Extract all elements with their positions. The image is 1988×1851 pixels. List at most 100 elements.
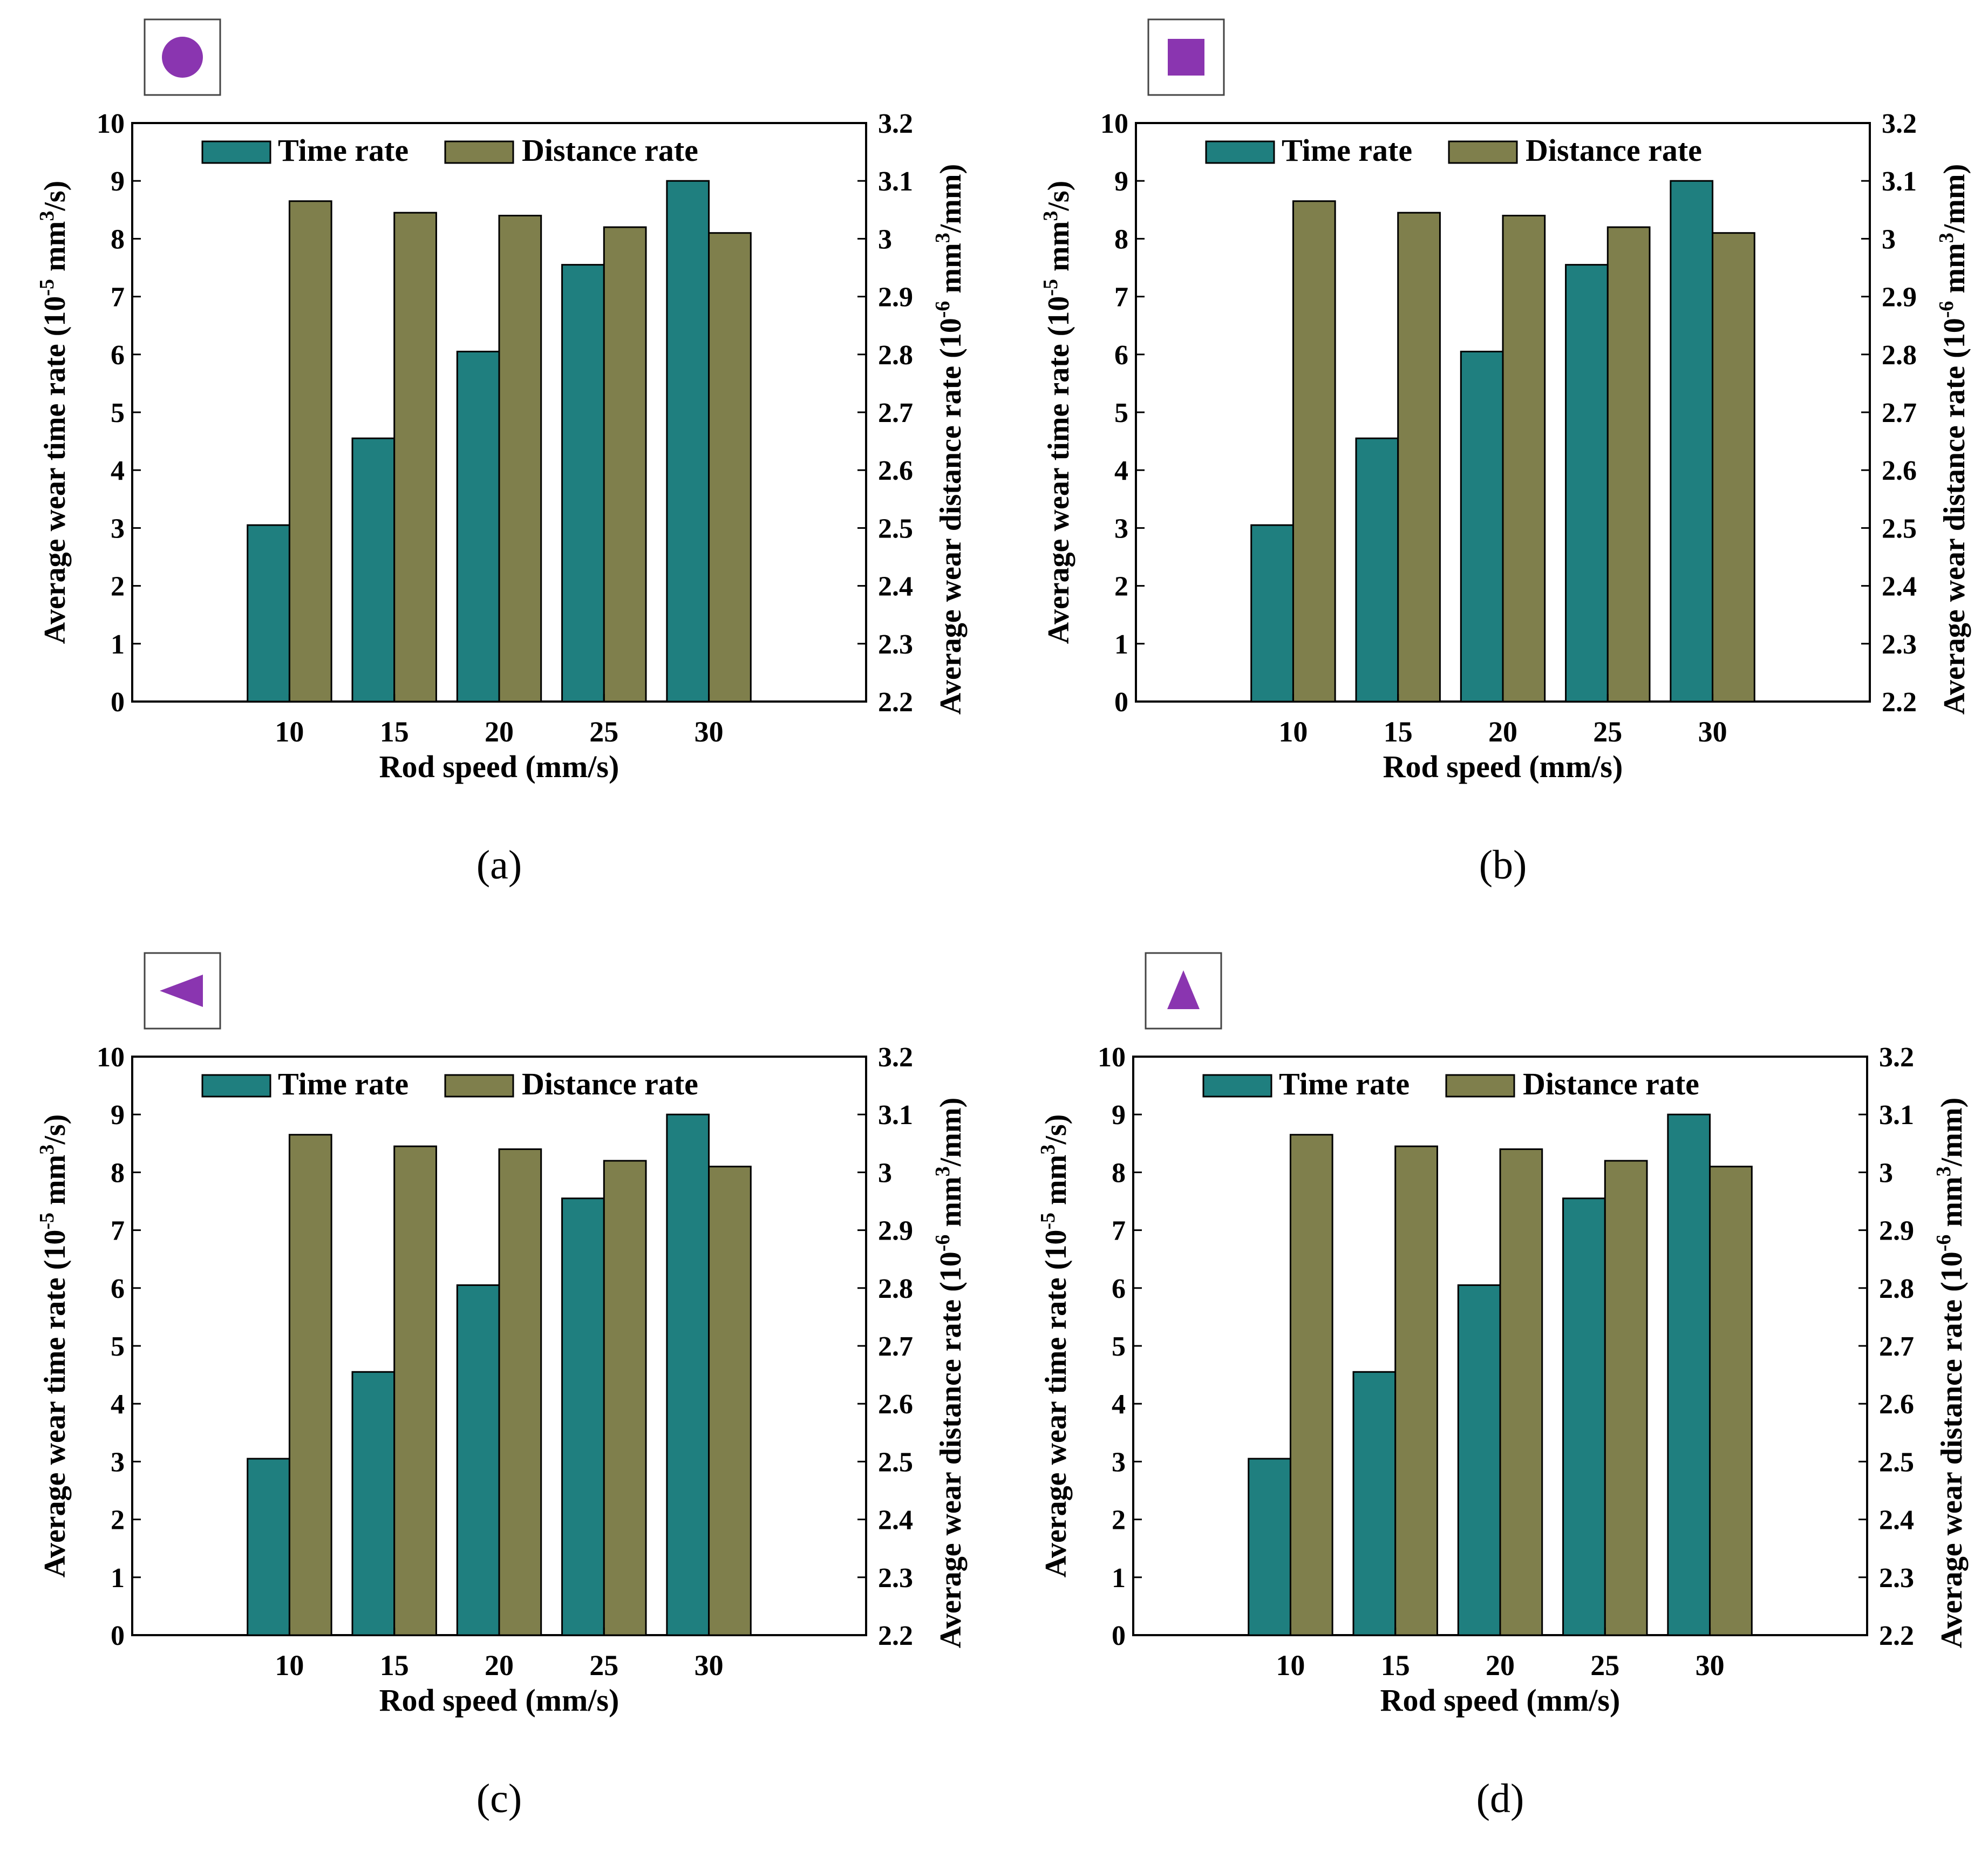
bar-distance-rate (1289, 1134, 1333, 1636)
right-tick-label: 2.4 (1879, 1505, 1914, 1536)
legend-label-time-rate: Time rate (1282, 133, 1412, 168)
x-tick-label: 20 (485, 1649, 514, 1682)
bar-distance-rate (288, 200, 332, 703)
bar-time-rate (561, 1197, 605, 1636)
right-tick-label: 2.8 (878, 340, 913, 371)
x-tick-label: 30 (1698, 716, 1727, 748)
left-tick-label: 10 (1098, 1042, 1126, 1073)
bar-time-rate (1352, 1371, 1397, 1636)
left-tick-label: 2 (111, 571, 125, 602)
x-tick-label: 15 (1384, 716, 1413, 748)
bar-distance-rate (1709, 1166, 1753, 1636)
right-tick-label: 3 (878, 224, 892, 255)
right-tick-label: 2.4 (878, 1505, 913, 1536)
left-tick-label: 8 (1112, 1158, 1126, 1188)
panel-caption-b: (b) (1479, 842, 1527, 888)
bar-distance-rate (393, 1145, 437, 1636)
bar-distance-rate (1397, 212, 1441, 703)
left-tick-label: 5 (1112, 1331, 1126, 1362)
right-tick-label: 2.4 (1882, 571, 1917, 602)
bar-time-rate (1562, 1197, 1606, 1636)
bar-distance-rate (393, 212, 437, 703)
right-tick-label: 3.2 (878, 108, 913, 139)
x-tick-label: 15 (380, 1649, 409, 1682)
circle-icon (162, 37, 203, 78)
bar-distance-rate (1604, 1160, 1648, 1636)
bar-distance-rate (1712, 232, 1755, 703)
left-axis-label: Average wear time rate (10-5 mm3/s) (36, 181, 72, 644)
left-tick-label: 0 (1112, 1621, 1126, 1651)
right-tick-label: 3.1 (878, 166, 913, 197)
left-tick-label: 3 (111, 1447, 125, 1478)
bar-time-rate (1670, 180, 1714, 703)
left-tick-label: 9 (1112, 1100, 1126, 1131)
right-tick-label: 3.2 (1879, 1042, 1914, 1073)
legend-swatch-time-rate (201, 140, 271, 164)
left-tick-label: 6 (111, 1274, 125, 1304)
left-tick-label: 1 (111, 1563, 125, 1594)
left-tick-label: 2 (1114, 571, 1128, 602)
right-tick-label: 2.6 (1879, 1389, 1914, 1420)
right-tick-label: 2.2 (1879, 1621, 1914, 1651)
bar-distance-rate (498, 215, 542, 703)
right-tick-label: 2.5 (878, 1447, 913, 1478)
x-tick-label: 25 (589, 1649, 618, 1682)
bar-time-rate (456, 1284, 500, 1636)
bar-time-rate (1248, 1458, 1291, 1636)
right-tick-label: 2.9 (878, 282, 913, 313)
right-tick-label: 2.3 (1879, 1563, 1914, 1594)
x-axis-label: Rod speed (mm/s) (1383, 749, 1623, 784)
bar-time-rate (1667, 1113, 1711, 1636)
bar-distance-rate (1606, 226, 1651, 703)
left-tick-label: 4 (111, 455, 125, 486)
left-axis-label: Average wear time rate (10-5 mm3/s) (36, 1114, 72, 1578)
left-tick-label: 9 (1114, 166, 1128, 197)
up-triangle-icon (1167, 970, 1200, 1009)
bar-time-rate (1250, 524, 1294, 703)
legend-label-time-rate: Time rate (278, 1066, 409, 1101)
left-tick-label: 0 (1114, 687, 1128, 718)
left-tick-label: 7 (111, 282, 125, 313)
legend-swatch-time-rate (1202, 1074, 1272, 1098)
right-tick-label: 3 (878, 1158, 892, 1188)
x-tick-label: 10 (275, 1649, 304, 1682)
left-tick-label: 5 (111, 1331, 125, 1362)
right-tick-label: 2.9 (1882, 282, 1917, 313)
x-tick-label: 30 (695, 716, 724, 748)
left-tick-label: 4 (1112, 1389, 1126, 1420)
bar-distance-rate (1502, 215, 1546, 703)
bar-distance-rate (603, 226, 647, 703)
left-tick-label: 0 (111, 1621, 125, 1651)
left-tick-label: 6 (1112, 1274, 1126, 1304)
symbol-box (1147, 18, 1225, 96)
left-tick-label: 4 (1114, 455, 1128, 486)
left-tick-label: 1 (1112, 1563, 1126, 1594)
bar-time-rate (1355, 437, 1399, 703)
left-tick-label: 7 (111, 1216, 125, 1247)
x-tick-label: 25 (1590, 1649, 1619, 1682)
left-tick-label: 6 (111, 340, 125, 371)
right-tick-label: 3.2 (1882, 108, 1917, 139)
left-tick-label: 3 (1112, 1447, 1126, 1478)
right-tick-label: 2.3 (878, 629, 913, 660)
right-tick-label: 3.1 (878, 1100, 913, 1131)
legend-label-distance-rate: Distance rate (522, 133, 698, 168)
right-tick-label: 2.2 (878, 1621, 913, 1651)
bar-time-rate (247, 524, 290, 703)
bar-distance-rate (603, 1160, 647, 1636)
right-axis-label: Average wear distance rate (10-6 mm3/mm) (1932, 1098, 1969, 1648)
right-axis-label: Average wear distance rate (10-6 mm3/mm) (1935, 164, 1971, 714)
right-tick-label: 2.5 (1882, 513, 1917, 544)
bar-distance-rate (1394, 1145, 1438, 1636)
chart-panel-b: 0 1 2 3 4 5 6 7 8 9 10 2.2 2.3 2.4 2.5 2.6 2.7 2.8 2.9 3 3.1… (1039, 18, 1971, 784)
right-tick-label: 2.7 (878, 398, 913, 428)
x-tick-label: 15 (1381, 1649, 1410, 1682)
left-tick-label: 10 (97, 108, 125, 139)
legend-swatch-distance-rate (1445, 1074, 1515, 1098)
x-axis-label: Rod speed (mm/s) (379, 1683, 619, 1718)
left-tick-label: 0 (111, 687, 125, 718)
left-tick-label: 5 (111, 398, 125, 428)
bar-distance-rate (498, 1148, 542, 1636)
x-tick-label: 25 (1593, 716, 1622, 748)
right-tick-label: 2.3 (1882, 629, 1917, 660)
